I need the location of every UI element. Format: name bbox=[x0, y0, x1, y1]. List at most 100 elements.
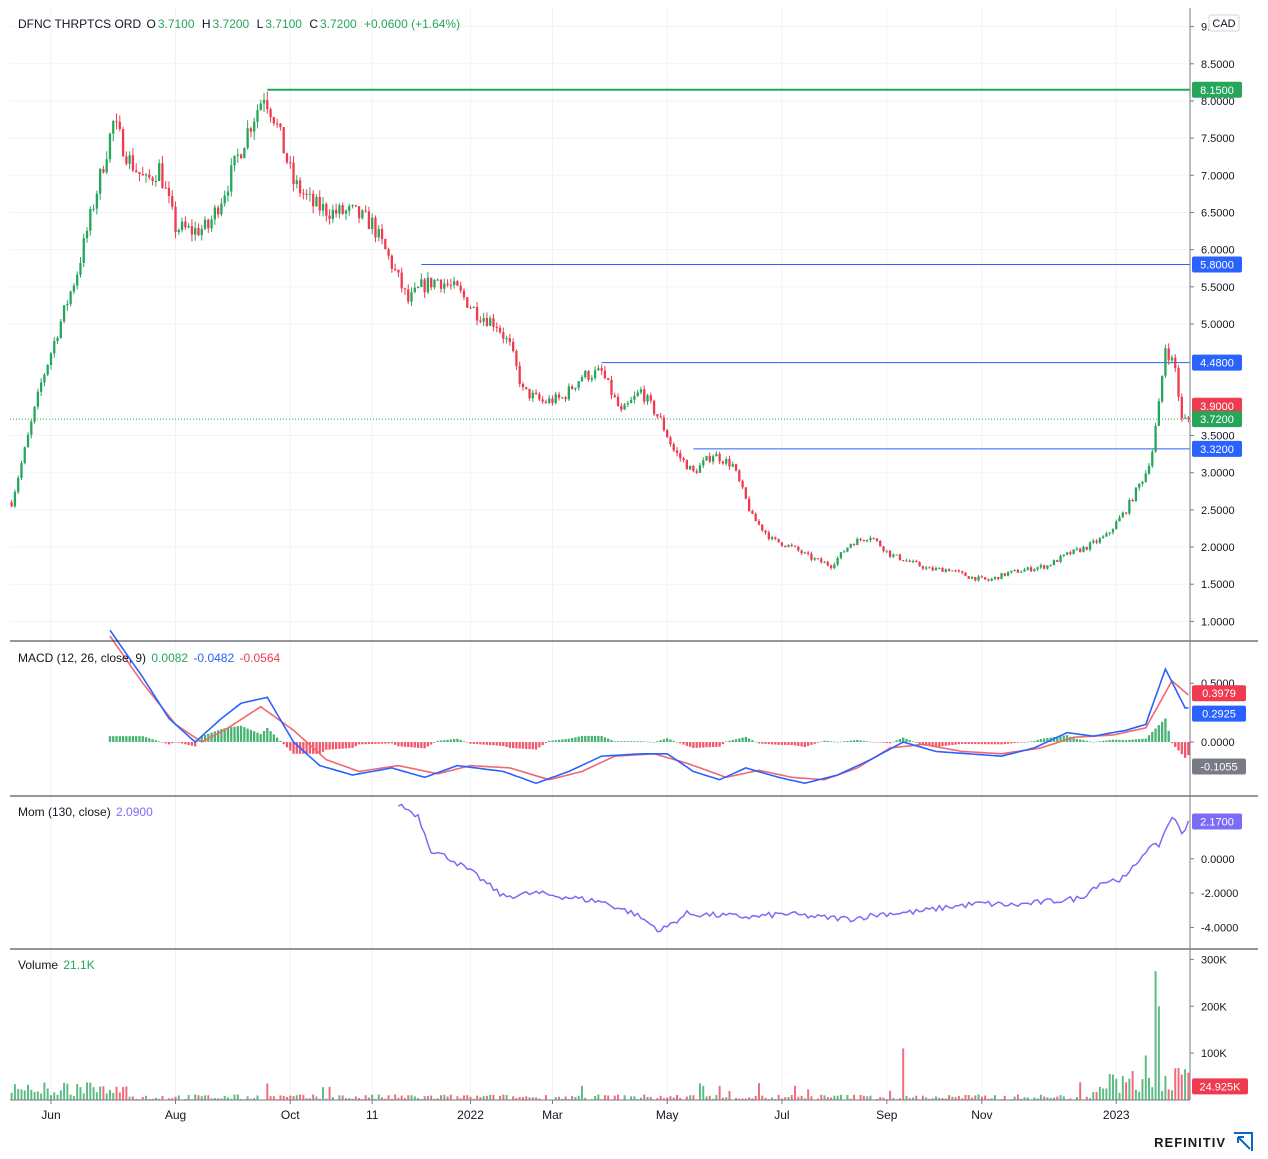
time-tick-label: Sep bbox=[876, 1108, 898, 1122]
macd-hist-bar bbox=[790, 742, 793, 745]
volume-bar bbox=[289, 1095, 292, 1100]
volume-bar bbox=[951, 1096, 954, 1100]
macd-hist-bar bbox=[351, 742, 354, 748]
candle-body bbox=[636, 392, 639, 396]
candle-body bbox=[312, 193, 315, 207]
macd-hist-bar bbox=[928, 742, 931, 747]
volume-bar bbox=[472, 1098, 475, 1100]
volume-bar bbox=[95, 1092, 98, 1100]
candle-body bbox=[26, 434, 30, 448]
candle-body bbox=[987, 579, 990, 581]
candle-body bbox=[72, 285, 76, 292]
candle-body bbox=[669, 437, 672, 445]
macd-hist-bar bbox=[1062, 735, 1065, 743]
volume-bar bbox=[1105, 1088, 1108, 1100]
candle-body bbox=[508, 338, 512, 342]
macd-hist-bar bbox=[613, 741, 616, 743]
volume-bar bbox=[744, 1098, 747, 1100]
volume-bar bbox=[584, 1097, 587, 1100]
volume-bar bbox=[1056, 1096, 1059, 1100]
price-candles bbox=[10, 91, 1190, 582]
volume-bar bbox=[1085, 1096, 1088, 1100]
macd-hist-bar bbox=[577, 736, 580, 743]
candle-body bbox=[459, 285, 462, 291]
macd-hist-bar bbox=[551, 740, 554, 743]
macd-hist-bar bbox=[580, 735, 584, 743]
candle-body bbox=[626, 403, 630, 405]
macd-hist-bar bbox=[777, 742, 780, 745]
candle-body bbox=[980, 576, 984, 578]
volume-bar bbox=[145, 1095, 148, 1100]
volume-bar bbox=[1187, 1072, 1190, 1100]
volume-bar bbox=[1059, 1095, 1062, 1100]
volume-bar bbox=[40, 1093, 43, 1100]
candle-body bbox=[1056, 560, 1059, 562]
volume-bar bbox=[869, 1095, 872, 1100]
macd-hist-bar bbox=[816, 742, 820, 743]
macd-hist-bar bbox=[112, 736, 115, 743]
volume-bar bbox=[721, 1097, 724, 1100]
price-tick-label: 7.0000 bbox=[1201, 170, 1235, 182]
candle-body bbox=[744, 487, 748, 499]
price-level-tag bbox=[1192, 354, 1242, 371]
candle-body bbox=[616, 396, 620, 407]
macd-hist-bar bbox=[603, 737, 607, 743]
candle-body bbox=[1147, 465, 1151, 474]
macd-hist-bar bbox=[515, 742, 518, 749]
macd-hist-bar bbox=[800, 742, 803, 747]
macd-hist-bar bbox=[574, 737, 577, 743]
candle-body bbox=[967, 576, 970, 579]
candle-body bbox=[10, 502, 13, 507]
macd-hist-bar bbox=[711, 742, 715, 748]
macd-hist-bar bbox=[154, 740, 158, 743]
macd-hist-bar bbox=[220, 729, 223, 743]
macd-hist-bar bbox=[715, 742, 718, 747]
candle-body bbox=[688, 465, 692, 470]
macd-hist-bar bbox=[856, 739, 859, 743]
candle-body bbox=[1108, 532, 1111, 534]
time-tick-label: Mar bbox=[542, 1108, 563, 1122]
candle-body bbox=[610, 379, 613, 396]
macd-hist-bar bbox=[482, 742, 485, 745]
volume-tick-label: 100K bbox=[1201, 1048, 1227, 1060]
candle-body bbox=[443, 283, 446, 289]
candle-body bbox=[233, 155, 236, 166]
volume-bar bbox=[718, 1085, 721, 1100]
volume-bar bbox=[253, 1098, 256, 1100]
macd-hist-bar bbox=[305, 742, 308, 754]
macd-hist-bar bbox=[616, 741, 620, 743]
volume-bar bbox=[279, 1095, 282, 1100]
candle-body bbox=[489, 318, 492, 326]
volume-bar bbox=[89, 1082, 92, 1100]
volume-legend: Volume 21.1K bbox=[18, 958, 97, 972]
volume-bar bbox=[161, 1096, 164, 1100]
volume-bar bbox=[1108, 1074, 1111, 1100]
volume-bar bbox=[882, 1097, 885, 1100]
volume-bar bbox=[1075, 1097, 1078, 1100]
candle-body bbox=[600, 368, 603, 371]
macd-hist-bar bbox=[534, 742, 538, 750]
volume-bar bbox=[79, 1087, 82, 1100]
volume-bar bbox=[1177, 1068, 1180, 1100]
candle-body bbox=[384, 239, 387, 250]
time-tick-label: Aug bbox=[165, 1108, 186, 1122]
mom-value: 2.0900 bbox=[116, 805, 153, 819]
macd-hist-bar bbox=[377, 742, 380, 744]
macd-hist-bar bbox=[390, 742, 394, 744]
candle-body bbox=[813, 558, 816, 560]
volume-bar bbox=[980, 1096, 983, 1100]
candle-body bbox=[1187, 417, 1190, 419]
macd-hist-bar bbox=[511, 742, 515, 749]
macd-hist-bar bbox=[652, 742, 656, 743]
macd-hist-bar bbox=[531, 742, 534, 750]
candle-body bbox=[521, 384, 525, 388]
candle-body bbox=[105, 159, 108, 173]
volume-bar bbox=[646, 1096, 649, 1100]
macd-hist-bar bbox=[292, 742, 295, 754]
macd-hist-bar bbox=[702, 742, 705, 748]
volume-bar bbox=[846, 1094, 849, 1100]
macd-hist-bar bbox=[636, 741, 639, 743]
candle-body bbox=[1174, 357, 1177, 369]
candle-body bbox=[974, 577, 977, 581]
